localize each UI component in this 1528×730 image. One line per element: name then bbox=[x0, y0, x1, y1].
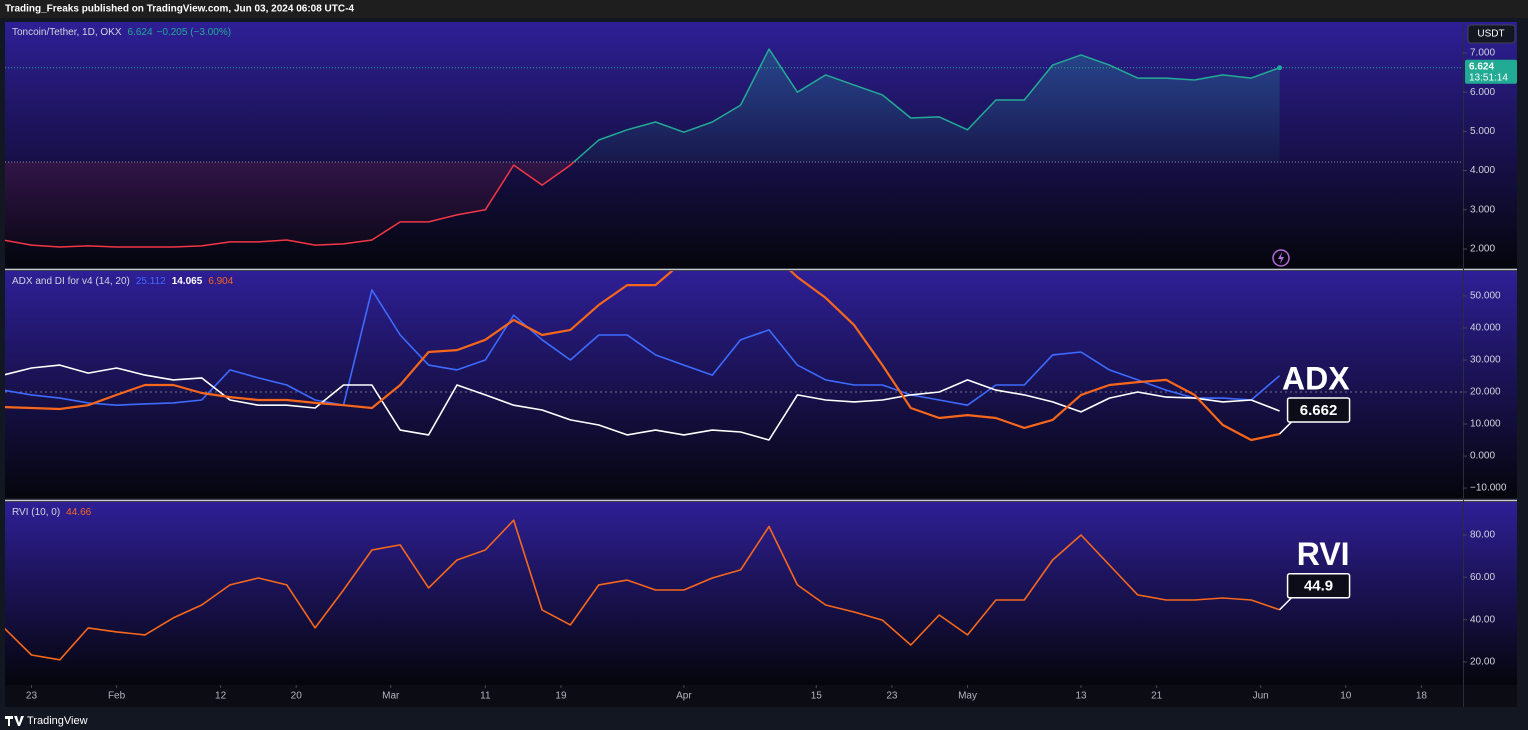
legend-title: RVI (10, 0) bbox=[12, 507, 60, 518]
x-tick-label: May bbox=[958, 691, 977, 702]
y-tick-label: 60.00 bbox=[1470, 572, 1495, 583]
brand-logo bbox=[5, 716, 24, 726]
legend: RVI (10, 0) 44.66 bbox=[12, 507, 92, 518]
x-tick-label: Jun bbox=[1253, 691, 1269, 702]
y-tick-label: 3.000 bbox=[1470, 204, 1495, 215]
pane-bg bbox=[5, 271, 1517, 498]
pane bbox=[5, 271, 1463, 442]
pane bbox=[5, 519, 1280, 661]
y-tick-label: 20.000 bbox=[1470, 387, 1501, 398]
price-label: 6.624 bbox=[1469, 61, 1494, 72]
y-tick-label: 20.00 bbox=[1470, 657, 1495, 668]
callout-label: 44.9 bbox=[1304, 578, 1333, 595]
legend-value: 6.904 bbox=[208, 276, 233, 287]
pane bbox=[5, 48, 1463, 248]
y-tick-label: −10.000 bbox=[1470, 483, 1507, 494]
header-bar bbox=[0, 0, 1528, 18]
y-tick-label: 7.000 bbox=[1470, 48, 1495, 59]
x-tick-label: 19 bbox=[555, 691, 567, 702]
series-line bbox=[5, 271, 1280, 442]
legend-value: 25.112 bbox=[136, 276, 166, 287]
callout-label: 6.662 bbox=[1300, 402, 1338, 419]
callout-box bbox=[1286, 397, 1351, 423]
y-tick-label: 80.00 bbox=[1470, 530, 1495, 541]
currency-box bbox=[1467, 24, 1516, 44]
annotation: ADX bbox=[1282, 360, 1350, 396]
callout-pointer bbox=[1279, 597, 1293, 611]
price-area bbox=[5, 49, 1280, 247]
legend-value: 44.66 bbox=[66, 507, 91, 518]
time-axis-bg bbox=[5, 685, 1517, 707]
x-tick-label: 21 bbox=[1151, 691, 1163, 702]
x-tick-label: 10 bbox=[1340, 691, 1352, 702]
x-tick-label: Apr bbox=[676, 691, 692, 702]
x-tick-label: 20 bbox=[291, 691, 303, 702]
y-tick-label: 2.000 bbox=[1470, 244, 1495, 255]
pane-bg bbox=[5, 502, 1517, 685]
annotation: RVI bbox=[1297, 536, 1350, 572]
x-tick-label: 23 bbox=[26, 691, 38, 702]
x-tick-label: 18 bbox=[1416, 691, 1428, 702]
price-line bbox=[5, 48, 1280, 248]
alert-icon[interactable] bbox=[1272, 249, 1290, 267]
legend-title: Toncoin/Tether, 1D, OKX bbox=[12, 27, 122, 38]
y-tick-label: 0.000 bbox=[1470, 451, 1495, 462]
x-tick-label: Mar bbox=[382, 691, 400, 702]
legend: ADX and DI for v4 (14, 20) 25.112 14.065 6.… bbox=[12, 276, 234, 287]
callout-box bbox=[1286, 573, 1351, 599]
legend-change: −0.205 (−3.00%) bbox=[157, 27, 232, 38]
series-line bbox=[5, 289, 1281, 406]
legend-last: 6.624 bbox=[128, 27, 153, 38]
y-tick-label: 30.000 bbox=[1470, 355, 1501, 366]
x-tick-label: 13 bbox=[1075, 691, 1087, 702]
price-label-box bbox=[1465, 59, 1517, 84]
brand: TradingView bbox=[27, 715, 88, 727]
y-tick-label: 10.000 bbox=[1470, 419, 1501, 430]
y-tick-label: 40.00 bbox=[1470, 614, 1495, 625]
alert-icon-bolt bbox=[1278, 252, 1284, 264]
legend-title: ADX and DI for v4 (14, 20) bbox=[12, 276, 130, 287]
y-tick-label: 5.000 bbox=[1470, 126, 1495, 137]
y-tick-label: 40.000 bbox=[1470, 323, 1501, 334]
y-tick-label: 50.000 bbox=[1470, 291, 1501, 302]
x-tick-label: 12 bbox=[215, 691, 227, 702]
x-tick-label: 23 bbox=[886, 691, 898, 702]
y-tick-label: 6.000 bbox=[1470, 87, 1495, 98]
legend: Toncoin/Tether, 1D, OKX 6.624 −0.205 (−3.0… bbox=[12, 27, 231, 38]
x-tick-label: Feb bbox=[108, 691, 126, 702]
x-tick-label: 15 bbox=[811, 691, 823, 702]
countdown: 13:51:14 bbox=[1469, 72, 1508, 83]
x-tick-label: 11 bbox=[480, 691, 491, 702]
currency: USDT bbox=[1477, 29, 1504, 40]
legend-value: 14.065 bbox=[172, 276, 203, 287]
series-line bbox=[5, 519, 1280, 661]
y-tick-label: 4.000 bbox=[1470, 165, 1495, 176]
callout-pointer bbox=[1279, 421, 1293, 435]
last-point bbox=[1277, 65, 1283, 71]
publisher: Trading_Freaks published on TradingView.… bbox=[5, 4, 354, 15]
